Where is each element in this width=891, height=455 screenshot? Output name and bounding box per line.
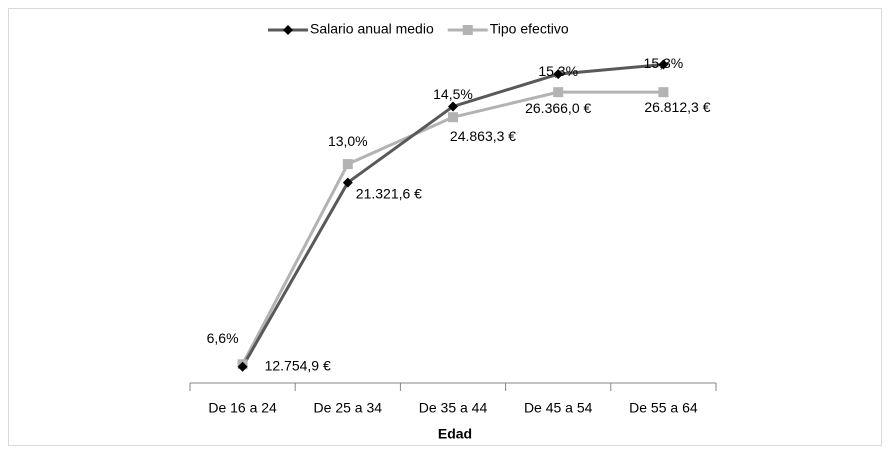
x-axis-title: Edad [438,426,472,442]
point-marker [237,361,248,372]
data-label: 12.754,9 € [265,357,331,373]
x-tick-label: De 45 a 54 [524,400,593,416]
legend-marker [283,25,293,35]
legend-label: Tipo efectivo [490,21,569,37]
data-label: 26.366,0 € [525,100,591,116]
x-tick-label: De 35 a 44 [419,400,488,416]
legend-marker [462,25,473,35]
point-marker [342,177,353,188]
data-label: 6,6% [207,330,239,346]
point-marker [553,87,564,98]
x-tick-label: De 55 a 64 [629,400,698,416]
point-marker [448,112,458,123]
point-marker [448,101,458,112]
data-label: 21.321,6 € [356,185,422,201]
x-tick-label: De 25 a 34 [314,400,383,416]
data-label: 26.812,3 € [644,99,710,115]
data-label: 13,0% [328,133,368,149]
legend-label: Salario anual medio [310,21,434,37]
point-marker [553,69,564,80]
chart-frame [8,8,882,446]
point-marker [342,159,353,170]
data-label: 14,5% [433,86,473,102]
data-label: 24.863,3 € [450,128,516,144]
x-tick-label: De 16 a 24 [208,400,277,416]
point-marker [658,59,669,70]
point-marker [658,87,669,98]
